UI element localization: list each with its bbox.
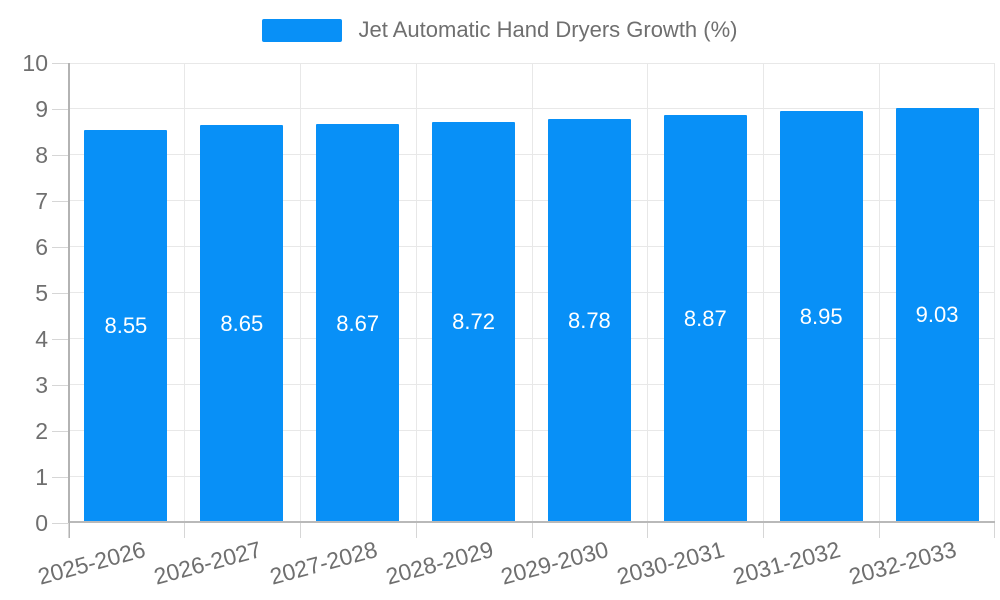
y-axis-tick-label: 7 (35, 188, 48, 214)
y-axis-tick-label: 3 (35, 372, 48, 398)
bar-value-label: 8.95 (799, 304, 843, 330)
gridline-vertical (647, 63, 648, 523)
bar[interactable] (200, 125, 284, 523)
x-axis-tick (879, 523, 880, 538)
x-axis-tick (300, 523, 301, 538)
x-axis-category-label: 2030-2031 (614, 535, 728, 590)
legend-label: Jet Automatic Hand Dryers Growth (%) (358, 17, 738, 42)
x-axis-category-label: 2028-2029 (382, 535, 496, 590)
plot-area: 8.55 8.65 8.67 8.72 8.78 8.87 8.95 9.03 0 1 2 3 4 5 6 7… (22, 50, 995, 590)
bar-value-label: 8.78 (567, 308, 611, 334)
y-axis-tick (52, 523, 68, 524)
gridline-vertical (879, 63, 880, 523)
y-axis-tick-label: 9 (35, 96, 48, 122)
bar[interactable] (663, 115, 747, 523)
bar-value-label: 8.72 (452, 309, 495, 335)
legend-swatch-icon (262, 18, 343, 42)
y-axis-tick (52, 293, 68, 294)
bar-value-label: 8.55 (104, 313, 148, 339)
gridline-horizontal (68, 430, 995, 431)
x-axis-category-label: 2032-2033 (846, 535, 960, 590)
gridline-vertical (763, 63, 764, 523)
y-axis-tick (52, 477, 68, 478)
bar[interactable] (84, 129, 168, 523)
y-axis-line (68, 63, 70, 538)
y-axis-tick (52, 109, 68, 110)
x-axis-category-label: 2025-2026 (34, 535, 148, 590)
gridline-vertical (300, 63, 301, 523)
gridline-horizontal (68, 108, 995, 109)
y-axis-tick-label: 2 (35, 418, 48, 444)
bar[interactable] (547, 119, 631, 523)
x-axis-category-label: 2029-2030 (498, 535, 612, 590)
x-axis-tick (68, 523, 69, 538)
y-axis-tick-label: 1 (35, 464, 48, 490)
gridline-horizontal (68, 292, 995, 293)
x-axis-tick (416, 523, 417, 538)
gridline-horizontal (68, 154, 995, 155)
x-axis-category-label: 2026-2027 (150, 535, 264, 590)
x-axis-tick (763, 523, 764, 538)
y-axis-tick-label: 5 (35, 280, 48, 306)
y-axis-tick-label: 10 (22, 50, 48, 76)
bar-value-label: 8.65 (220, 311, 264, 337)
gridline-vertical (994, 63, 995, 523)
bar[interactable] (432, 121, 516, 523)
x-axis-tick (647, 523, 648, 538)
x-axis-tick (994, 523, 995, 538)
x-axis-tick (532, 523, 533, 538)
gridline-vertical (416, 63, 417, 523)
gridline-horizontal (68, 246, 995, 247)
y-axis-tick-label: 4 (35, 326, 48, 352)
x-axis-category-label: 2027-2028 (266, 535, 380, 590)
y-axis-tick-label: 6 (35, 234, 48, 260)
bar[interactable] (779, 111, 863, 523)
legend-item[interactable]: Jet Automatic Hand Dryers Growth (%) (262, 17, 738, 43)
gridline-vertical (184, 63, 185, 523)
x-axis-tick (184, 523, 185, 538)
gridline-horizontal (68, 384, 995, 385)
gridline-horizontal (68, 476, 995, 477)
x-axis-line (68, 521, 995, 523)
y-axis-tick (52, 431, 68, 432)
y-axis-tick (52, 155, 68, 156)
gridline-horizontal (68, 200, 995, 201)
y-axis-tick (52, 63, 68, 64)
y-axis-tick (52, 201, 68, 202)
y-axis-tick (52, 247, 68, 248)
bar[interactable] (895, 107, 979, 523)
gridline-horizontal (68, 63, 995, 64)
x-axis-category-label: 2031-2032 (730, 535, 844, 590)
bar[interactable] (316, 124, 400, 523)
bar-value-label: 8.87 (683, 306, 727, 331)
y-axis-tick-label: 0 (35, 510, 48, 536)
y-axis-tick-label: 8 (35, 142, 48, 168)
gridline-vertical (532, 63, 533, 523)
gridline-horizontal (68, 338, 995, 339)
legend: Jet Automatic Hand Dryers Growth (%) (0, 17, 1000, 43)
y-axis-tick (52, 339, 68, 340)
bar-value-label: 9.03 (915, 302, 959, 328)
y-axis-tick (52, 385, 68, 386)
bar-value-label: 8.67 (336, 310, 380, 336)
